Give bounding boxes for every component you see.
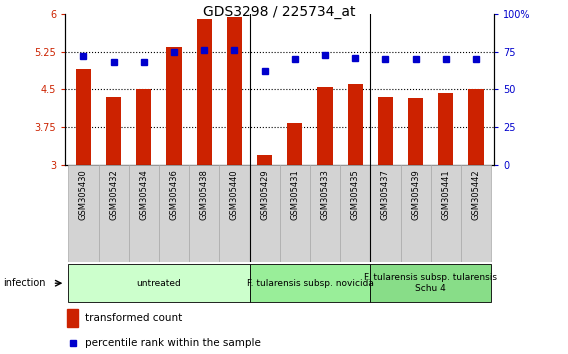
- Text: F. tularensis subsp. tularensis
Schu 4: F. tularensis subsp. tularensis Schu 4: [364, 274, 497, 293]
- Bar: [469, 89, 483, 165]
- Text: GSM305439: GSM305439: [411, 170, 420, 220]
- Bar: [348, 84, 363, 165]
- Bar: [340, 165, 370, 262]
- Text: transformed count: transformed count: [85, 313, 182, 323]
- Bar: [197, 19, 212, 165]
- Bar: [106, 97, 121, 165]
- Bar: [378, 97, 393, 165]
- Bar: [408, 98, 423, 165]
- Bar: [249, 165, 280, 262]
- Text: GSM305435: GSM305435: [351, 170, 360, 220]
- Bar: [68, 309, 78, 327]
- Text: F. tularensis subsp. novicida: F. tularensis subsp. novicida: [247, 279, 373, 288]
- Bar: [159, 165, 189, 262]
- Bar: [129, 165, 159, 262]
- Bar: [227, 17, 242, 165]
- Bar: [136, 89, 152, 165]
- Bar: [98, 165, 129, 262]
- Text: infection: infection: [3, 278, 45, 288]
- Bar: [438, 93, 453, 165]
- Bar: [370, 264, 491, 302]
- Text: GDS3298 / 225734_at: GDS3298 / 225734_at: [203, 5, 356, 19]
- Text: GSM305434: GSM305434: [139, 170, 148, 220]
- Text: GSM305429: GSM305429: [260, 170, 269, 220]
- Bar: [318, 87, 333, 165]
- Text: GSM305437: GSM305437: [381, 170, 390, 220]
- Text: GSM305432: GSM305432: [109, 170, 118, 220]
- Bar: [280, 165, 310, 262]
- Text: untreated: untreated: [136, 279, 181, 288]
- Text: GSM305430: GSM305430: [79, 170, 88, 220]
- Bar: [431, 165, 461, 262]
- Bar: [370, 165, 400, 262]
- Bar: [68, 165, 98, 262]
- Bar: [257, 155, 272, 165]
- Text: percentile rank within the sample: percentile rank within the sample: [85, 338, 261, 348]
- Text: GSM305441: GSM305441: [441, 170, 450, 220]
- Bar: [400, 165, 431, 262]
- Text: GSM305438: GSM305438: [200, 170, 209, 220]
- Text: GSM305440: GSM305440: [230, 170, 239, 220]
- Bar: [310, 165, 340, 262]
- Bar: [166, 47, 182, 165]
- Text: GSM305431: GSM305431: [290, 170, 299, 220]
- Bar: [76, 69, 91, 165]
- Bar: [219, 165, 249, 262]
- Text: GSM305436: GSM305436: [169, 170, 178, 220]
- Text: GSM305433: GSM305433: [320, 170, 329, 220]
- Text: GSM305442: GSM305442: [471, 170, 481, 220]
- Bar: [189, 165, 219, 262]
- Bar: [249, 264, 370, 302]
- Bar: [461, 165, 491, 262]
- Bar: [287, 123, 302, 165]
- Bar: [68, 264, 249, 302]
